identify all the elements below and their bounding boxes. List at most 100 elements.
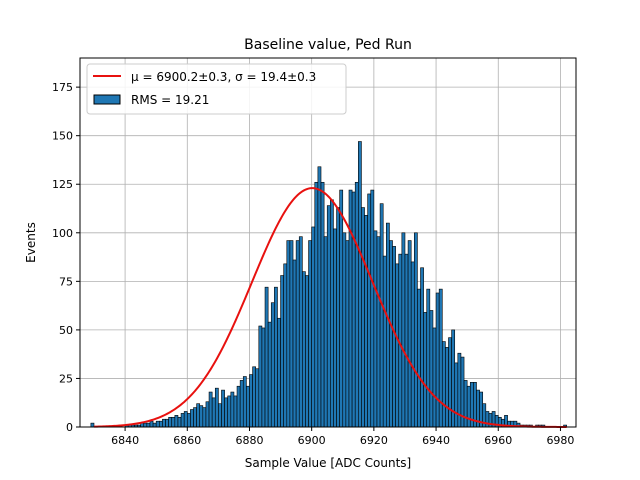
histogram-bar [448, 337, 452, 428]
y-tick-label: 150 [52, 130, 73, 143]
histogram-bar [339, 189, 344, 428]
histogram-bar [211, 397, 216, 428]
histogram-bar [196, 403, 201, 428]
x-axis-ticks: 6840 6860 6880 6900 6920 6940 6960 6980 [111, 427, 574, 447]
histogram-bar [214, 387, 219, 428]
histogram-bar [373, 230, 378, 428]
histogram-bar [420, 267, 424, 428]
histogram-bar [348, 189, 353, 428]
gaussian-fit-curve [93, 187, 567, 428]
histogram-bar [367, 193, 372, 428]
histogram-bar [218, 403, 222, 428]
histogram-bar [202, 407, 207, 428]
histogram-bar [246, 385, 250, 428]
histogram-bar [432, 327, 437, 428]
histogram-bar [386, 222, 390, 428]
histogram-bar [277, 317, 281, 428]
histogram-bar [186, 413, 191, 428]
histogram-bar [143, 422, 148, 428]
histogram-bar [270, 302, 275, 428]
x-tick-label: 6920 [360, 434, 388, 447]
histogram-bar [445, 347, 449, 428]
histogram-bar [221, 389, 225, 428]
histogram-bar [205, 401, 210, 428]
histogram-bar [258, 325, 263, 428]
histogram-bar [289, 240, 294, 428]
histogram-bar [224, 397, 229, 428]
histogram-bar [485, 411, 490, 428]
y-tick-label: 0 [66, 421, 73, 434]
chart-title: Baseline value, Ped Run [244, 37, 412, 53]
x-tick-label: 6860 [173, 434, 201, 447]
histogram-bar [323, 236, 328, 428]
histogram-bar [370, 189, 375, 428]
histogram-bar [199, 405, 204, 428]
histogram-bar [392, 246, 396, 428]
histogram-bar [395, 263, 400, 428]
histogram-bar [233, 395, 238, 428]
histogram-bar [149, 420, 154, 428]
histogram-bar [249, 374, 253, 428]
y-tick-label: 25 [59, 372, 73, 385]
histogram-bar [242, 376, 247, 428]
histogram-bar [423, 312, 428, 428]
histogram-bar [208, 391, 213, 428]
histogram-bar [382, 255, 387, 428]
histogram-bar [280, 275, 284, 428]
histogram-bar [389, 240, 393, 428]
histogram-bar [274, 286, 278, 428]
y-axis-label: Events [24, 222, 38, 263]
x-tick-label: 6960 [484, 434, 512, 447]
histogram-bar [354, 181, 359, 428]
histogram-bar [152, 422, 157, 428]
x-axis-label: Sample Value [ADC Counts] [245, 456, 411, 470]
histogram-bar [454, 362, 459, 428]
histogram-bar [438, 288, 443, 428]
histogram-bar [295, 240, 300, 428]
histogram-bar [264, 286, 269, 428]
histogram-bar [413, 232, 418, 428]
histogram-bar [252, 366, 256, 428]
histogram-bar [379, 203, 384, 428]
histogram-bar [227, 395, 232, 428]
x-tick-label: 6880 [235, 434, 263, 447]
histogram-bar [193, 407, 197, 428]
x-tick-label: 6980 [546, 434, 574, 447]
histogram-bar [162, 418, 166, 428]
x-tick-label: 6900 [298, 434, 326, 447]
histogram-bar [336, 207, 340, 428]
histogram-bar [463, 380, 468, 428]
histogram-bar [317, 166, 322, 428]
histogram-bar [155, 420, 160, 428]
histogram-bar [417, 288, 421, 428]
histogram-bar [283, 263, 288, 428]
legend-fit-label: μ = 6900.2±0.3, σ = 19.4±0.3 [131, 70, 316, 84]
histogram-bar [308, 240, 312, 428]
histogram-bar [165, 418, 169, 428]
histogram-bar [190, 409, 194, 428]
histogram-bar [286, 240, 291, 428]
y-tick-label: 75 [59, 275, 73, 288]
histogram-bar [358, 141, 362, 428]
histogram-bar [174, 415, 179, 428]
y-axis-ticks: 0 25 50 75 100 125 150 175 [52, 81, 80, 434]
x-tick-label: 6940 [422, 434, 450, 447]
histogram-bar [351, 191, 356, 428]
histogram-bar [311, 226, 316, 428]
histogram-bar [345, 240, 350, 428]
y-tick-label: 100 [52, 227, 73, 240]
histogram-bar [292, 259, 297, 428]
histogram-bar [90, 422, 95, 428]
histogram-bar [302, 271, 306, 428]
y-tick-label: 125 [52, 178, 73, 191]
histogram-bar [230, 391, 235, 428]
histogram-bar [183, 411, 188, 428]
histogram-bar [298, 236, 303, 428]
histogram-bar [261, 327, 266, 428]
histogram-bar [239, 380, 244, 428]
histogram-bar [180, 413, 185, 428]
histogram-bar [426, 288, 431, 428]
histogram-bar [159, 420, 163, 428]
legend-hist-label: RMS = 19.21 [131, 93, 209, 107]
